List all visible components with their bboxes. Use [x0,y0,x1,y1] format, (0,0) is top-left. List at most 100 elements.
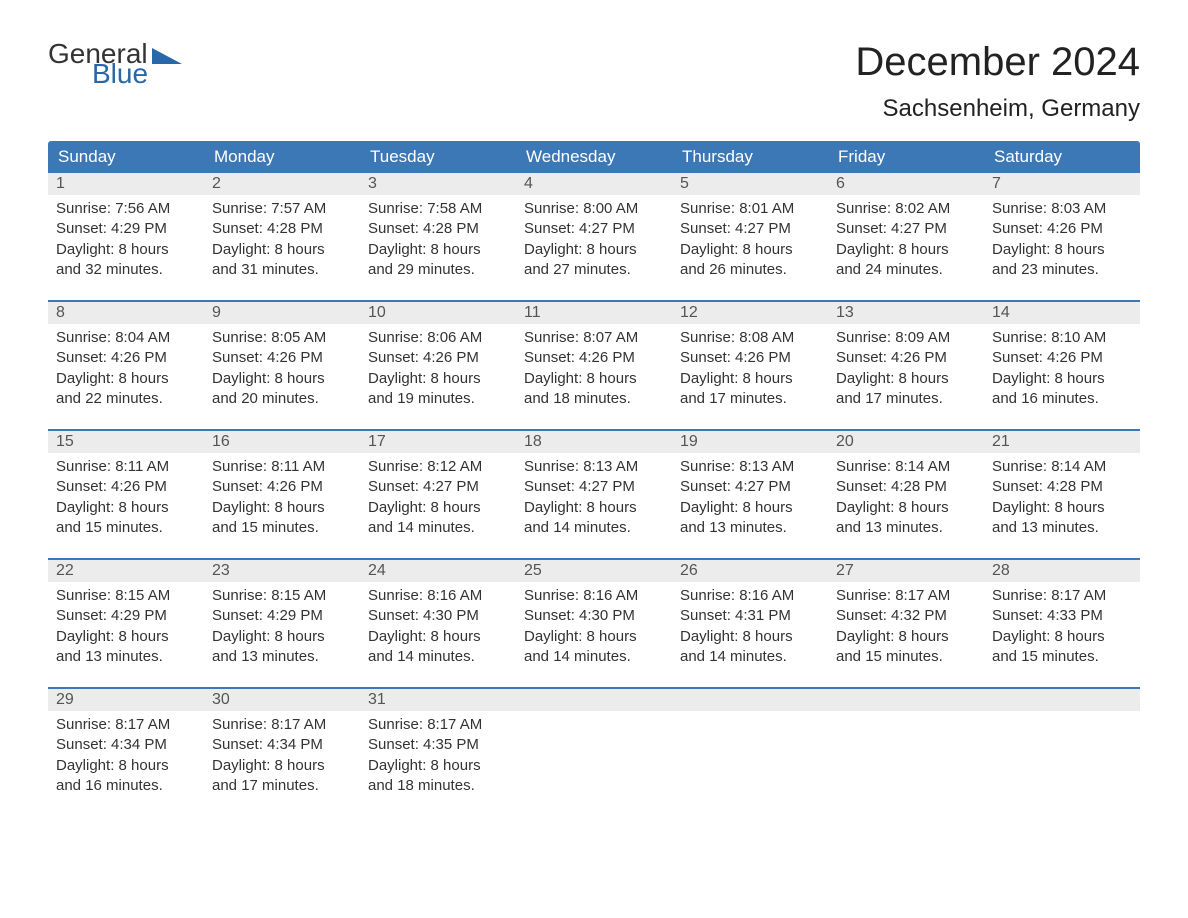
sunset-line: Sunset: 4:29 PM [212,606,352,626]
cell-body: Sunrise: 8:15 AMSunset: 4:29 PMDaylight:… [48,582,204,673]
calendar-cell: 4Sunrise: 8:00 AMSunset: 4:27 PMDaylight… [516,173,672,286]
cell-body: Sunrise: 8:16 AMSunset: 4:31 PMDaylight:… [672,582,828,673]
calendar: Sunday Monday Tuesday Wednesday Thursday… [48,141,1140,802]
sunrise-value: 7:57 AM [271,200,326,217]
sunrise-line: Sunrise: 8:17 AM [992,586,1132,606]
sunrise-value: 8:16 AM [427,587,482,604]
sunrise-label: Sunrise: [836,587,891,604]
daylight-line: Daylight: 8 hours and 14 minutes. [368,498,508,539]
dayhead-friday: Friday [828,141,984,173]
sunset-line: Sunset: 4:30 PM [368,606,508,626]
day-number: 21 [984,431,1140,453]
sunrise-line: Sunrise: 7:57 AM [212,199,352,219]
day-number: 20 [828,431,984,453]
sunrise-line: Sunrise: 8:17 AM [368,715,508,735]
sunrise-value: 8:13 AM [739,458,794,475]
calendar-cell: 7Sunrise: 8:03 AMSunset: 4:26 PMDaylight… [984,173,1140,286]
sunset-line: Sunset: 4:28 PM [368,219,508,239]
cell-body: Sunrise: 8:02 AMSunset: 4:27 PMDaylight:… [828,195,984,286]
sunrise-label: Sunrise: [524,329,579,346]
daylight-label: Daylight: [680,370,738,387]
sunset-line: Sunset: 4:28 PM [836,477,976,497]
sunset-label: Sunset: [368,220,419,237]
sunset-label: Sunset: [524,478,575,495]
sunset-line: Sunset: 4:34 PM [56,735,196,755]
sunrise-label: Sunrise: [56,716,111,733]
sunrise-line: Sunrise: 8:16 AM [368,586,508,606]
calendar-cell: 17Sunrise: 8:12 AMSunset: 4:27 PMDayligh… [360,431,516,544]
sunset-value: 4:26 PM [735,349,791,366]
sunset-value: 4:27 PM [735,478,791,495]
sunrise-line: Sunrise: 8:05 AM [212,328,352,348]
dayhead-saturday: Saturday [984,141,1140,173]
sunrise-label: Sunrise: [836,200,891,217]
cell-body: Sunrise: 8:14 AMSunset: 4:28 PMDaylight:… [828,453,984,544]
daylight-label: Daylight: [836,241,894,258]
sunrise-line: Sunrise: 8:17 AM [56,715,196,735]
daylight-label: Daylight: [368,757,426,774]
calendar-cell: 24Sunrise: 8:16 AMSunset: 4:30 PMDayligh… [360,560,516,673]
sunset-label: Sunset: [212,736,263,753]
sunrise-label: Sunrise: [56,200,111,217]
daylight-label: Daylight: [836,499,894,516]
header: General Blue December 2024 Sachsenheim, … [48,40,1140,123]
sunrise-line: Sunrise: 8:02 AM [836,199,976,219]
sunrise-label: Sunrise: [368,329,423,346]
sunrise-line: Sunrise: 8:11 AM [56,457,196,477]
daylight-line: Daylight: 8 hours and 19 minutes. [368,369,508,410]
cell-body [516,711,672,721]
daylight-label: Daylight: [524,628,582,645]
daylight-line: Daylight: 8 hours and 13 minutes. [992,498,1132,539]
daylight-label: Daylight: [368,241,426,258]
sunrise-value: 8:14 AM [895,458,950,475]
daylight-label: Daylight: [212,241,270,258]
day-number: 7 [984,173,1140,195]
day-number: 25 [516,560,672,582]
day-number: 8 [48,302,204,324]
day-header-row: Sunday Monday Tuesday Wednesday Thursday… [48,141,1140,173]
sunset-value: 4:27 PM [891,220,947,237]
cell-body: Sunrise: 8:07 AMSunset: 4:26 PMDaylight:… [516,324,672,415]
cell-body: Sunrise: 8:04 AMSunset: 4:26 PMDaylight:… [48,324,204,415]
cell-body [984,711,1140,721]
sunrise-line: Sunrise: 8:08 AM [680,328,820,348]
daylight-line: Daylight: 8 hours and 18 minutes. [368,756,508,797]
sunrise-label: Sunrise: [992,587,1047,604]
cell-body: Sunrise: 7:57 AMSunset: 4:28 PMDaylight:… [204,195,360,286]
sunrise-line: Sunrise: 8:12 AM [368,457,508,477]
sunset-line: Sunset: 4:35 PM [368,735,508,755]
sunset-value: 4:28 PM [1047,478,1103,495]
day-number: 11 [516,302,672,324]
daylight-line: Daylight: 8 hours and 17 minutes. [836,369,976,410]
calendar-cell: 28Sunrise: 8:17 AMSunset: 4:33 PMDayligh… [984,560,1140,673]
location: Sachsenheim, Germany [855,95,1140,123]
day-number: 14 [984,302,1140,324]
daylight-label: Daylight: [212,757,270,774]
sunrise-line: Sunrise: 8:13 AM [680,457,820,477]
sunset-label: Sunset: [56,349,107,366]
sunrise-label: Sunrise: [524,587,579,604]
daylight-label: Daylight: [56,499,114,516]
daylight-label: Daylight: [992,370,1050,387]
sunset-line: Sunset: 4:26 PM [836,348,976,368]
dayhead-sunday: Sunday [48,141,204,173]
sunrise-line: Sunrise: 8:10 AM [992,328,1132,348]
sunset-line: Sunset: 4:32 PM [836,606,976,626]
sunrise-label: Sunrise: [368,200,423,217]
sunrise-label: Sunrise: [212,716,267,733]
day-number: 27 [828,560,984,582]
calendar-cell: 1Sunrise: 7:56 AMSunset: 4:29 PMDaylight… [48,173,204,286]
sunrise-value: 8:17 AM [271,716,326,733]
sunset-value: 4:30 PM [423,607,479,624]
day-number: 23 [204,560,360,582]
daylight-line: Daylight: 8 hours and 32 minutes. [56,240,196,281]
sunset-line: Sunset: 4:26 PM [524,348,664,368]
sunrise-value: 8:02 AM [895,200,950,217]
sunrise-label: Sunrise: [680,200,735,217]
sunrise-label: Sunrise: [212,200,267,217]
dayhead-thursday: Thursday [672,141,828,173]
sunset-value: 4:35 PM [423,736,479,753]
sunrise-value: 8:16 AM [583,587,638,604]
daylight-label: Daylight: [212,370,270,387]
sunrise-value: 8:03 AM [1051,200,1106,217]
